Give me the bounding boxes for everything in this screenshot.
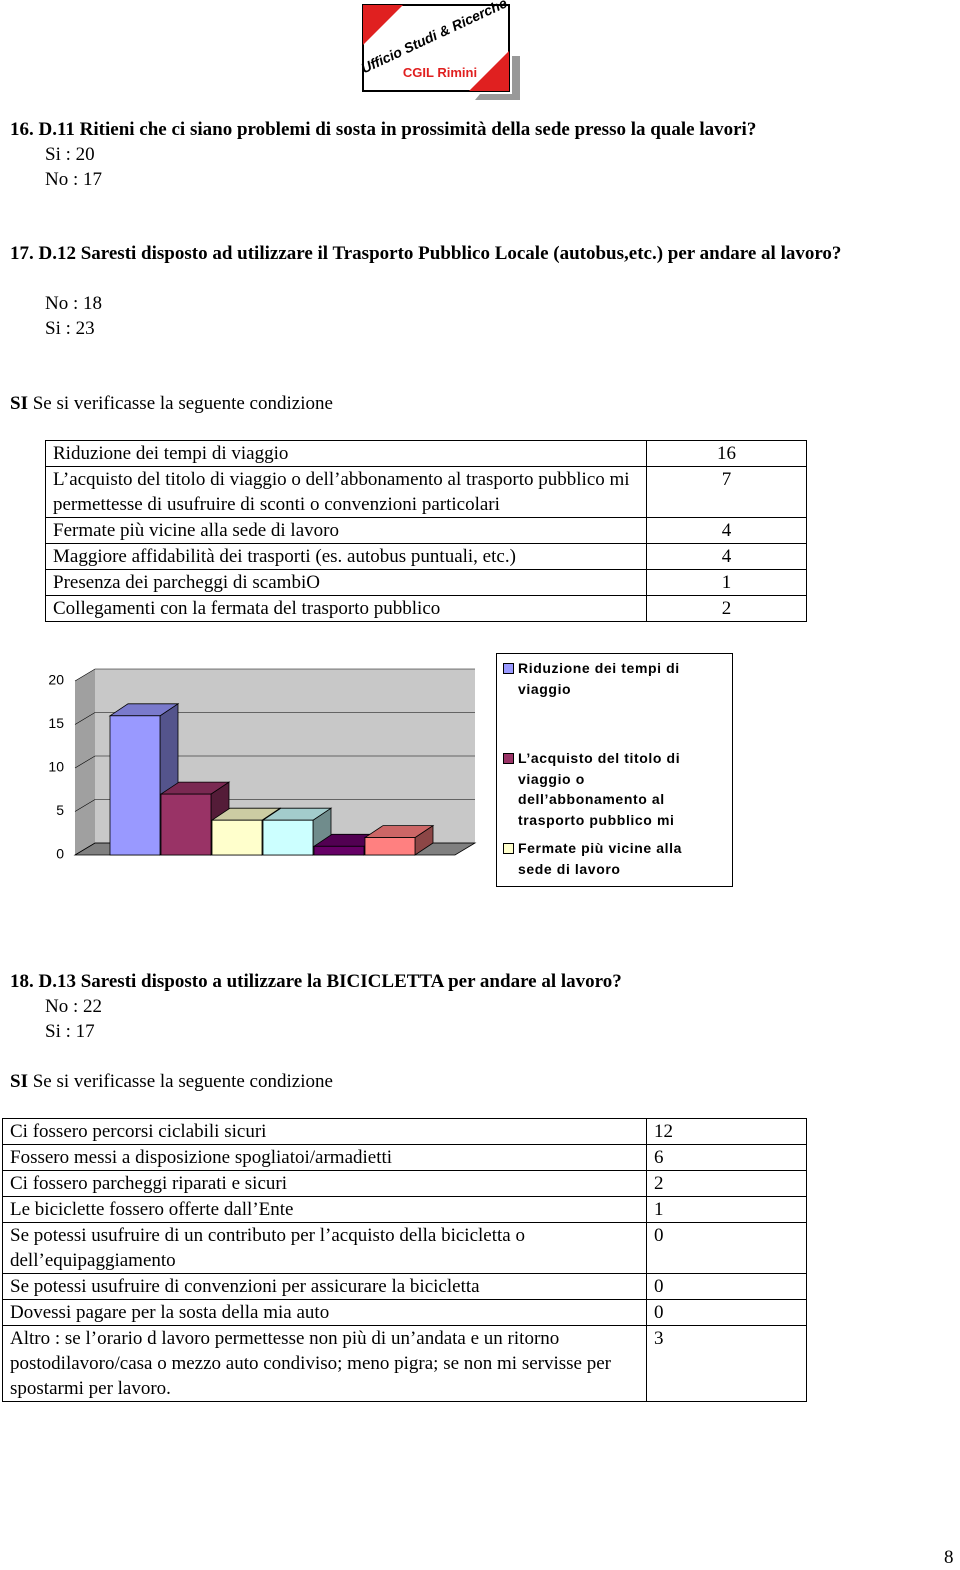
table-row: Ci fossero percorsi ciclabili sicuri 12 bbox=[2, 1118, 807, 1145]
table-label: Presenza dei parcheggi di scambiO bbox=[45, 569, 647, 596]
table-row: Dovessi pagare per la sosta della mia au… bbox=[2, 1299, 807, 1326]
page-number: 8 bbox=[944, 1547, 954, 1568]
table-value: 4 bbox=[646, 543, 807, 570]
table-value: 0 bbox=[646, 1299, 807, 1326]
table-row: Presenza dei parcheggi di scambiO 1 bbox=[45, 569, 807, 596]
table-value: 1 bbox=[646, 1196, 807, 1223]
table-label: Altro : se l’orario d lavoro permettesse… bbox=[2, 1325, 647, 1402]
table-label: Se potessi usufruire di un contributo pe… bbox=[2, 1222, 647, 1274]
table-row: Ci fossero parcheggi riparati e sicuri 2 bbox=[2, 1170, 807, 1197]
legend-swatch bbox=[503, 753, 514, 764]
answer: Si : 17 bbox=[45, 1021, 95, 1042]
y-tick-label: 20 bbox=[48, 672, 64, 688]
y-tick-label: 10 bbox=[48, 759, 64, 775]
condition: SI Se si verificasse la seguente condizi… bbox=[10, 1069, 333, 1094]
legend-entry: Riduzione dei tempi di viaggio bbox=[503, 658, 698, 699]
table-label: Se potessi usufruire di convenzioni per … bbox=[2, 1273, 647, 1300]
bar bbox=[364, 837, 416, 856]
table-label: Le biciclette fossero offerte dall’Ente bbox=[2, 1196, 647, 1223]
bar bbox=[211, 819, 263, 856]
table: Ci fossero percorsi ciclabili sicuri 12 Fo… bbox=[2, 1118, 807, 1402]
table-value: 12 bbox=[646, 1118, 807, 1145]
condition-lead: SI bbox=[10, 393, 28, 414]
bar bbox=[160, 793, 212, 856]
table-label: Maggiore affidabilità dei trasporti (es.… bbox=[45, 543, 647, 570]
question: 16. D.11 Ritieni che ci siano problemi d… bbox=[10, 119, 757, 140]
legend-swatch bbox=[503, 663, 514, 674]
answer: No : 17 bbox=[45, 169, 102, 190]
table-row: Se potessi usufruire di un contributo pe… bbox=[2, 1222, 807, 1274]
table-label: Dovessi pagare per la sosta della mia au… bbox=[2, 1299, 647, 1326]
table-value: 2 bbox=[646, 1170, 807, 1197]
table-value: 1 bbox=[646, 569, 807, 596]
logo-corner bbox=[469, 51, 509, 91]
table-value: 4 bbox=[646, 517, 807, 544]
table-value: 16 bbox=[646, 440, 807, 467]
table-row: Maggiore affidabilità dei trasporti (es.… bbox=[45, 543, 807, 570]
table-value: 3 bbox=[646, 1325, 807, 1402]
condition: SI Se si verificasse la seguente condizi… bbox=[10, 391, 333, 416]
condition-text: Se si verificasse la seguente condizione bbox=[32, 393, 333, 414]
table-row: Se potessi usufruire di convenzioni per … bbox=[2, 1273, 807, 1300]
bar bbox=[109, 715, 161, 856]
table-row: Le biciclette fossero offerte dall’Ente 1 bbox=[2, 1196, 807, 1223]
logo: Ufficio Studi & Ricerche CGIL Rimini bbox=[358, 0, 520, 100]
grid-line bbox=[74, 712, 475, 725]
table-row: Collegamenti con la fermata del trasport… bbox=[45, 595, 807, 622]
chart: 0 5 10 15 20 bbox=[48, 668, 477, 862]
grid-line bbox=[74, 668, 475, 682]
grid-line bbox=[74, 755, 475, 769]
table: Riduzione dei tempi di viaggio 16 L’acquis… bbox=[45, 440, 807, 622]
table-value: 0 bbox=[646, 1273, 807, 1300]
table-row: Fossero messi a disposizione spogliatoi/… bbox=[2, 1144, 807, 1171]
grid-line bbox=[74, 799, 475, 812]
table-value: 6 bbox=[646, 1144, 807, 1171]
y-tick-label: 15 bbox=[48, 715, 64, 731]
question: 18. D.13 Saresti disposto a utilizzare l… bbox=[10, 971, 622, 992]
table-row: Fermate più vicine alla sede di lavoro 4 bbox=[45, 517, 807, 544]
legend-swatch bbox=[503, 843, 514, 854]
logo-text: CGIL Rimini bbox=[403, 65, 477, 80]
answer: Si : 20 bbox=[45, 144, 95, 165]
table-label: Ci fossero percorsi ciclabili sicuri bbox=[2, 1118, 647, 1145]
y-tick-label: 0 bbox=[56, 846, 64, 862]
y-tick-label: 5 bbox=[56, 802, 64, 818]
table-label: Riduzione dei tempi di viaggio bbox=[45, 440, 647, 467]
table-label: Fossero messi a disposizione spogliatoi/… bbox=[2, 1144, 647, 1171]
answer: Si : 23 bbox=[45, 318, 95, 339]
legend-entry: Fermate più vicine alla sede di lavoro bbox=[503, 838, 698, 879]
table-label: Ci fossero parcheggi riparati e sicuri bbox=[2, 1170, 647, 1197]
table-value: 0 bbox=[646, 1222, 807, 1274]
legend: Riduzione dei tempi di viaggio L’acquisto… bbox=[496, 653, 733, 887]
logo-corner bbox=[363, 5, 403, 45]
table-row: L’acquisto del titolo di viaggio o dell’… bbox=[45, 466, 807, 518]
bar bbox=[262, 819, 314, 856]
table-row: Altro : se l’orario d lavoro permettesse… bbox=[2, 1325, 807, 1402]
legend-entry: L’acquisto del titolo di viaggio o dell’… bbox=[503, 748, 698, 830]
table-label: Collegamenti con la fermata del trasport… bbox=[45, 595, 647, 622]
legend-label: L’acquisto del titolo di viaggio o dell’… bbox=[518, 750, 681, 828]
question: 17. D.12 Saresti disposto ad utilizzare … bbox=[10, 243, 842, 264]
table-row: Riduzione dei tempi di viaggio 16 bbox=[45, 440, 807, 467]
table-value: 7 bbox=[646, 466, 807, 518]
condition-text: Se si verificasse la seguente condizione bbox=[32, 1071, 333, 1092]
table-label: Fermate più vicine alla sede di lavoro bbox=[45, 517, 647, 544]
table-label: L’acquisto del titolo di viaggio o dell’… bbox=[45, 466, 647, 518]
bar bbox=[313, 845, 365, 856]
answer: No : 22 bbox=[45, 996, 102, 1017]
condition-lead: SI bbox=[10, 1071, 28, 1092]
answer: No : 18 bbox=[45, 293, 102, 314]
logo-shadow bbox=[475, 56, 520, 100]
legend-label: Riduzione dei tempi di viaggio bbox=[518, 660, 680, 697]
table-value: 2 bbox=[646, 595, 807, 622]
legend-label: Fermate più vicine alla sede di lavoro bbox=[518, 840, 682, 877]
